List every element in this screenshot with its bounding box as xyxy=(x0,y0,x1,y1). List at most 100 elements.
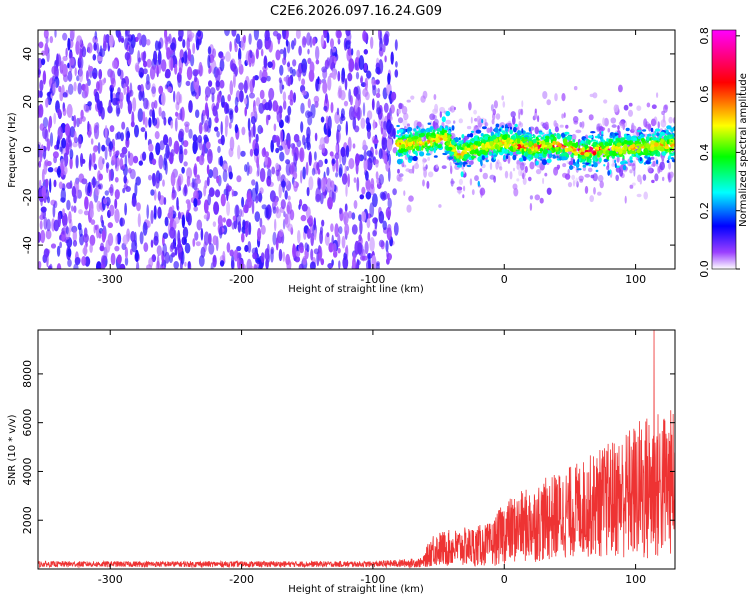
spectrogram-cell xyxy=(67,83,74,95)
spectrogram-cell xyxy=(622,155,625,160)
spectrogram-cell xyxy=(577,158,580,165)
spectrogram-cell xyxy=(385,240,389,253)
spectrogram-cell xyxy=(124,202,127,216)
spectrogram-cell xyxy=(304,141,307,150)
spectrogram-cell xyxy=(319,79,322,85)
spectrogram-cell xyxy=(504,141,507,145)
spectrogram-cell xyxy=(68,139,73,150)
spectrogram-cell xyxy=(659,146,665,152)
spectrogram-cell xyxy=(424,142,428,148)
spectrogram-cell xyxy=(407,127,413,132)
spectrogram-cell xyxy=(179,108,183,121)
spectrogram-cell xyxy=(131,239,138,253)
spectrogram-cell xyxy=(293,152,298,167)
spectrogram-cell xyxy=(52,204,56,218)
spectrogram-cell xyxy=(49,36,54,44)
spectrogram-cell xyxy=(278,229,284,238)
spectrogram-cell xyxy=(599,136,602,139)
spectrogram-cell xyxy=(42,70,47,85)
spectrogram-cell xyxy=(182,226,189,239)
spectrogram-cell xyxy=(42,117,49,129)
spectrogram-cell xyxy=(348,58,355,72)
spectrogram-cell xyxy=(529,195,534,200)
spectrogram-cell xyxy=(40,206,47,213)
spectrogram-cell xyxy=(274,218,277,232)
spectrogram-cell xyxy=(273,123,277,132)
spectrogram-cell xyxy=(593,162,598,168)
spectrogram-cell xyxy=(235,214,242,226)
spectrogram-cell xyxy=(226,242,231,253)
spectrogram-cell xyxy=(362,102,366,117)
spectrogram-cell xyxy=(218,93,222,101)
spectrogram-cell xyxy=(234,105,239,113)
spectrogram-cell xyxy=(238,82,245,91)
spectrogram-cell xyxy=(602,117,606,126)
spectrogram-cell xyxy=(477,180,480,187)
spectrogram-cell xyxy=(593,187,596,195)
spectrogram-cell xyxy=(481,126,487,130)
spectrogram-cell xyxy=(187,261,191,269)
spectrogram-cell xyxy=(481,144,486,150)
spectrogram-cell xyxy=(528,126,531,132)
spectrogram-cell xyxy=(326,166,330,176)
spectrogram-cell xyxy=(204,119,210,132)
spectrogram-cell xyxy=(293,92,296,103)
spectrogram-cell xyxy=(425,164,428,170)
spectrogram-cell xyxy=(169,226,176,239)
spectrogram-cell xyxy=(58,85,62,93)
spectrogram-cell xyxy=(47,167,54,173)
spectrogram-cell xyxy=(76,35,83,46)
spectrogram-cell xyxy=(481,119,484,124)
spectrogram-cell xyxy=(629,156,633,161)
spectrogram-cell xyxy=(59,241,62,249)
spectrogram-cell xyxy=(183,161,188,167)
spectrogram-cell xyxy=(178,30,184,39)
spectrogram-cell xyxy=(585,162,590,165)
spectrogram-cell xyxy=(238,63,244,75)
spectrogram-cell xyxy=(353,177,357,184)
spectrogram-cell xyxy=(510,126,512,130)
spectrogram-cell xyxy=(603,99,608,104)
spectrogram-cell xyxy=(505,131,509,135)
spectrogram-cell xyxy=(591,164,594,167)
spectrogram-cell xyxy=(124,37,129,50)
spectrogram-cell xyxy=(484,135,489,141)
spectrogram-cell xyxy=(283,211,286,218)
spectrogram-cell xyxy=(297,230,301,244)
spectrogram-cell xyxy=(588,135,593,139)
spectrogram-cell xyxy=(369,237,375,252)
spectrogram-cell xyxy=(300,170,303,184)
spectrogram-cell xyxy=(670,127,674,133)
spectrogram-cell xyxy=(308,151,312,167)
spectrogram-cell xyxy=(601,144,605,150)
spectrogram-cell xyxy=(220,134,225,146)
spectrogram-cell xyxy=(155,176,160,189)
spectrogram-cell xyxy=(311,167,316,176)
spectrogram-cell xyxy=(378,239,385,248)
spectrogram-cell xyxy=(654,128,661,132)
spectrogram-cell xyxy=(146,58,152,68)
spectrogram-cell xyxy=(235,33,241,45)
spectrogram-cell xyxy=(537,115,540,123)
spectrogram-cell xyxy=(78,209,83,215)
spectrogram-cell xyxy=(580,151,585,156)
spectrogram-cell xyxy=(666,160,670,163)
spectrogram-cell xyxy=(185,199,191,205)
spectrogram-cell xyxy=(382,220,388,231)
spectrogram-cell xyxy=(661,158,665,165)
spectrogram-cell xyxy=(427,156,430,161)
spectrogram-cell xyxy=(458,137,461,141)
spectrogram-cell xyxy=(81,46,87,58)
spectrogram-cell xyxy=(112,59,118,69)
spectrogram-cell xyxy=(506,153,510,156)
spectrogram-cell xyxy=(597,174,604,183)
spectrogram-cell xyxy=(168,206,174,220)
spectrogram-cell xyxy=(539,148,544,152)
spectrogram-cell xyxy=(357,242,363,255)
spectrogram-cell xyxy=(561,156,567,161)
spectrogram-cell xyxy=(485,159,489,163)
spectrogram-cell xyxy=(137,213,141,228)
spectrogram-cell xyxy=(608,138,614,144)
spectrogram-cell xyxy=(456,186,463,191)
y-tick-label: 20 xyxy=(21,95,34,109)
